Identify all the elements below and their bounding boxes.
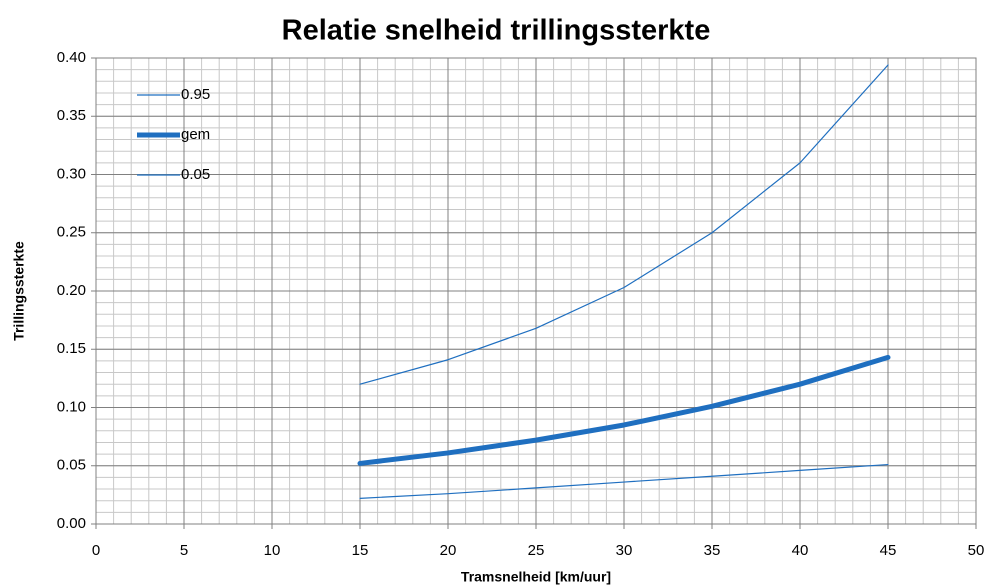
- x-tick-label: 50: [968, 542, 985, 559]
- x-tick-label: 0: [92, 542, 100, 559]
- x-tick-label: 10: [264, 542, 281, 559]
- y-tick-label: 0.10: [57, 398, 86, 415]
- x-tick-label: 15: [352, 542, 369, 559]
- y-tick-label: 0.40: [57, 49, 86, 66]
- y-tick-label: 0.35: [57, 107, 86, 124]
- x-tick-label: 35: [704, 542, 721, 559]
- plot-border: [95, 57, 977, 525]
- y-tick-label: 0.20: [57, 282, 86, 299]
- series-line: [359, 64, 889, 385]
- chart-title: Relatie snelheid trillingssterkte: [282, 15, 711, 47]
- legend-label: 0.05: [181, 166, 210, 183]
- x-tick-label: 40: [792, 542, 809, 559]
- legend-label: gem: [181, 126, 210, 143]
- legend-label: 0.95: [181, 86, 210, 103]
- x-tick-label: 30: [616, 542, 633, 559]
- y-axis-label: Trillingssterkte: [11, 241, 27, 341]
- x-tick-label: 20: [440, 542, 457, 559]
- x-tick-label: 5: [180, 542, 188, 559]
- x-axis-label: Tramsnelheid [km/uur]: [461, 569, 611, 585]
- y-tick-label: 0.25: [57, 224, 86, 241]
- y-tick-label: 0.05: [57, 457, 86, 474]
- series-line: [357, 354, 891, 466]
- y-tick-label: 0.00: [57, 515, 86, 532]
- y-tick-label: 0.30: [57, 165, 86, 182]
- x-tick-label: 25: [528, 542, 545, 559]
- series-line: [359, 463, 889, 499]
- x-tick-label: 45: [880, 542, 897, 559]
- y-tick-label: 0.15: [57, 340, 86, 357]
